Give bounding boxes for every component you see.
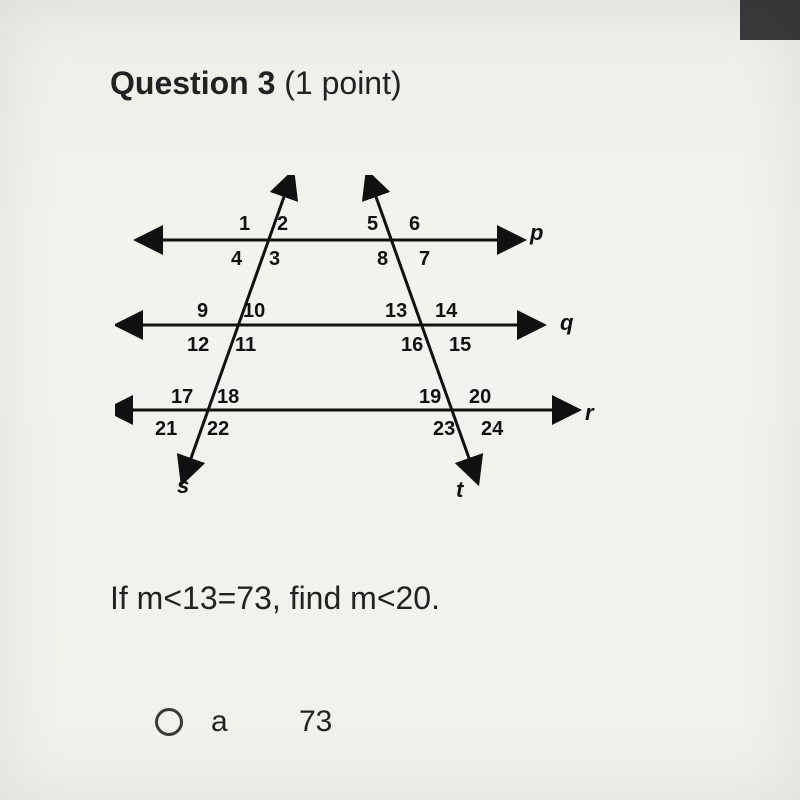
points-label: (1 point) xyxy=(284,65,401,101)
svg-text:14: 14 xyxy=(435,300,458,322)
svg-text:8: 8 xyxy=(377,248,388,270)
svg-text:17: 17 xyxy=(171,386,193,408)
svg-text:q: q xyxy=(560,310,574,335)
svg-text:6: 6 xyxy=(409,213,420,235)
svg-text:10: 10 xyxy=(243,300,265,322)
svg-text:p: p xyxy=(529,220,543,245)
svg-text:t: t xyxy=(456,477,465,502)
diagram-svg: 124356879101211131416151718212219202324 … xyxy=(115,175,595,505)
angle-diagram: 124356879101211131416151718212219202324 … xyxy=(115,175,595,505)
option-value: 73 xyxy=(299,705,332,739)
question-number: Question 3 xyxy=(110,65,275,101)
svg-text:13: 13 xyxy=(385,300,407,322)
svg-text:2: 2 xyxy=(277,213,288,235)
svg-text:12: 12 xyxy=(187,334,209,356)
svg-text:22: 22 xyxy=(207,418,229,440)
question-heading: Question 3 (1 point) xyxy=(110,65,402,102)
svg-text:24: 24 xyxy=(481,418,504,440)
window-corner xyxy=(740,0,800,40)
worksheet-page: Question 3 (1 point) 1243568791012111314… xyxy=(0,0,800,800)
answer-option-a[interactable]: a 73 xyxy=(155,705,332,739)
svg-text:3: 3 xyxy=(269,248,280,270)
svg-text:20: 20 xyxy=(469,386,491,408)
svg-text:5: 5 xyxy=(367,213,378,235)
svg-text:19: 19 xyxy=(419,386,441,408)
svg-text:7: 7 xyxy=(419,248,430,270)
radio-icon[interactable] xyxy=(155,708,183,736)
svg-text:r: r xyxy=(585,400,595,425)
option-letter: a xyxy=(211,705,271,739)
question-prompt: If m<13=73, find m<20. xyxy=(110,580,440,617)
svg-text:4: 4 xyxy=(231,248,243,270)
svg-text:15: 15 xyxy=(449,334,471,356)
svg-text:23: 23 xyxy=(433,418,455,440)
svg-text:16: 16 xyxy=(401,334,423,356)
svg-text:21: 21 xyxy=(155,418,177,440)
svg-text:1: 1 xyxy=(239,213,250,235)
svg-text:11: 11 xyxy=(235,334,256,356)
svg-text:s: s xyxy=(177,473,189,498)
svg-text:18: 18 xyxy=(217,386,239,408)
svg-text:9: 9 xyxy=(197,300,208,322)
